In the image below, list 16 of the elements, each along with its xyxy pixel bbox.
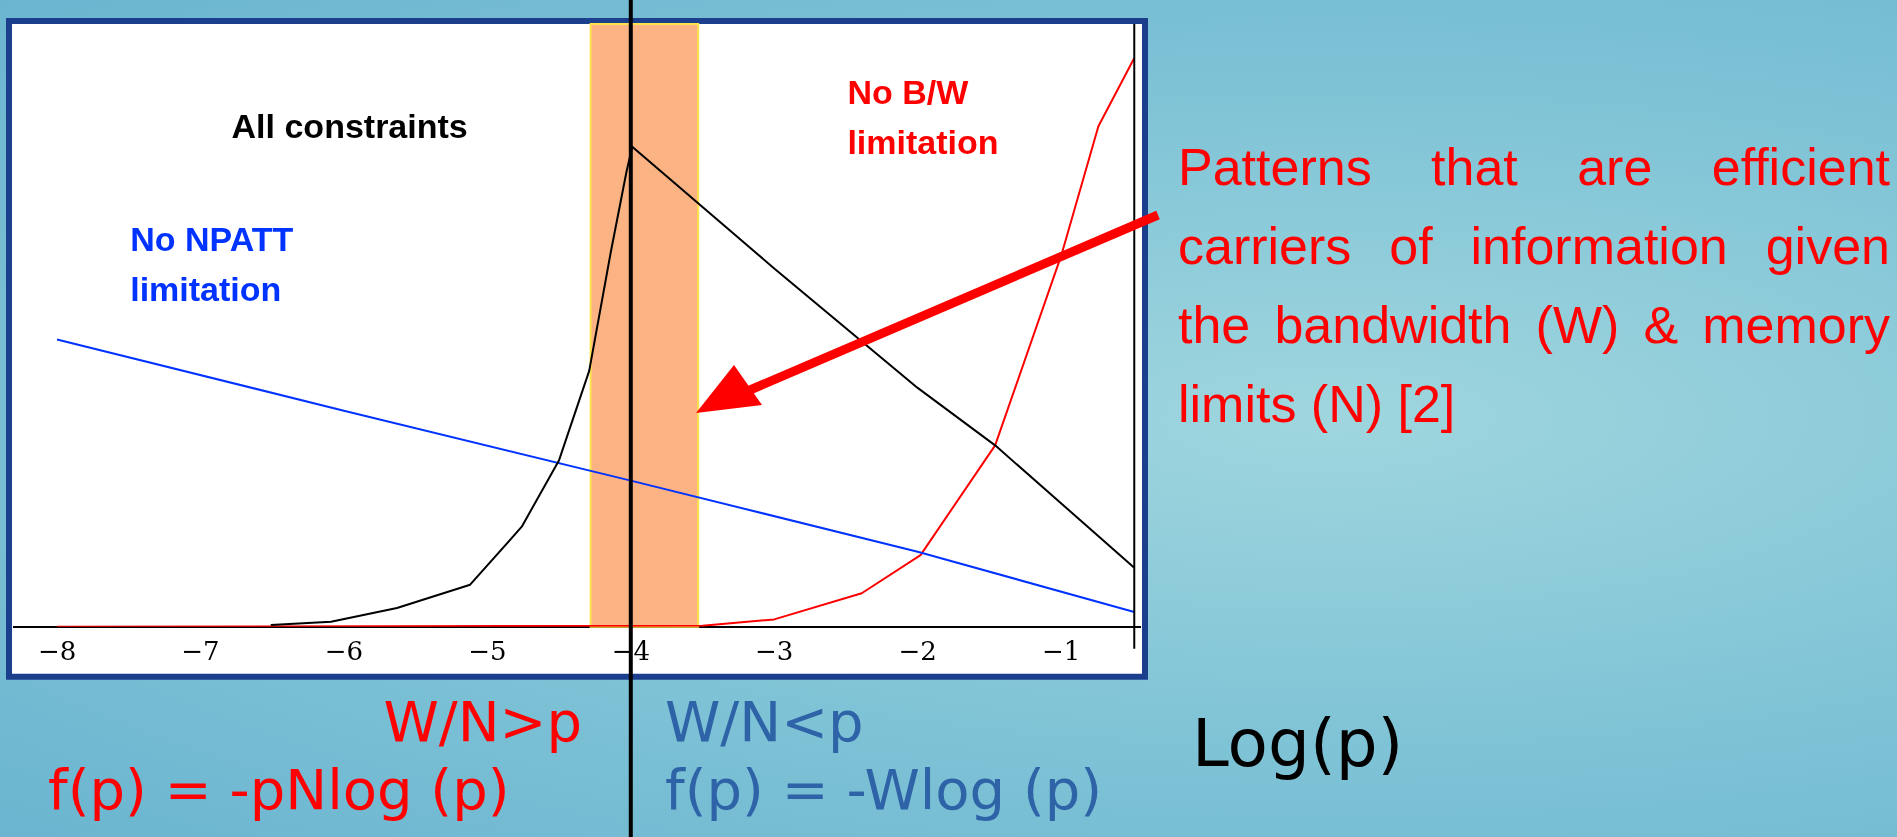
text: All constraints xyxy=(231,106,468,145)
text: No B/W limitation xyxy=(847,72,999,161)
text: f(p) = -pNlog (p) xyxy=(48,757,510,822)
x-tick-label: −3 xyxy=(755,636,794,667)
x-tick-label: −5 xyxy=(468,636,507,667)
text: W/N>p xyxy=(383,689,582,754)
x-tick-label: −1 xyxy=(1041,636,1081,667)
x-tick-label: −7 xyxy=(181,636,220,667)
text: W/N<p xyxy=(665,689,864,754)
text: Patterns that are efficient carriers of information given the bandwidth (W) & memory limits (N) [2] xyxy=(1178,137,1890,435)
x-tick-label: −2 xyxy=(898,636,937,667)
series-label: No NPATT limitation xyxy=(130,220,294,309)
x-tick-label: −6 xyxy=(324,636,364,667)
text: f(p) = -Wlog (p) xyxy=(665,757,1103,822)
x-tick-label: −8 xyxy=(37,636,77,667)
x-axis-title: Log(p) xyxy=(1192,705,1404,782)
